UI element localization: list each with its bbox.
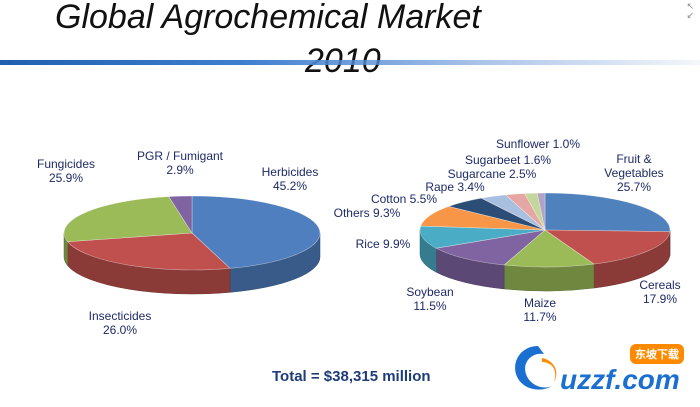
slice-label-others: Others 9.3% xyxy=(334,206,401,220)
slice-label-insecticides: Insecticides 26.0% xyxy=(89,309,152,337)
pie-slice-maize xyxy=(503,229,595,268)
slice-label-fruit-vegetables: Fruit & Vegetables 25.7% xyxy=(604,152,663,194)
pie-chart-2: Fruit & Vegetables 25.7% Cereals 17.9% Maize 1… xyxy=(334,137,681,324)
pie-chart-1: Herbicides 45.2% Insecticides 26.0% Fungicid… xyxy=(37,149,321,337)
slice-label-rice: Rice 9.9% xyxy=(356,237,411,251)
title-line-1: Global Agrochemical Market xyxy=(55,0,481,36)
slice-label-cereals: Cereals 17.9% xyxy=(639,278,680,306)
pie-slice-insecticides xyxy=(67,232,231,271)
slice-label-sugarcane: Sugarcane 2.5% xyxy=(448,167,537,181)
pie-slice-sunflower xyxy=(536,192,546,231)
pie-slice-fungicides xyxy=(63,196,193,243)
watermark-text: uzzf.com xyxy=(560,364,680,395)
slice-label-sunflower: Sunflower 1.0% xyxy=(496,137,580,151)
slice-label-pgr-fumigant: PGR / Fumigant 2.9% xyxy=(137,149,224,177)
pie-slice-cereals xyxy=(544,229,671,265)
pie-slice-pgr-fumigant xyxy=(168,195,193,235)
watermark-swirl-icon xyxy=(515,346,557,390)
slice-label-maize: Maize 11.7% xyxy=(523,296,556,324)
window-resize-icon[interactable]: ↖ ↙ xyxy=(686,1,694,20)
slice-label-rape: Rape 3.4% xyxy=(425,180,485,194)
pie-slice-soybean xyxy=(435,229,547,266)
pie-slice-herbicides xyxy=(191,195,321,269)
watermark-tag: 东坡下载 xyxy=(630,344,684,364)
title-underline-band xyxy=(0,60,700,65)
slice-label-soybean: Soybean 11.5% xyxy=(406,285,453,313)
slice-label-cotton: Cotton 5.5% xyxy=(371,192,437,206)
slice-label-fungicides: Fungicides 25.9% xyxy=(37,157,95,185)
slice-label-sugarbeet: Sugarbeet 1.6% xyxy=(465,153,551,167)
pie-slice-rice xyxy=(419,225,546,249)
watermark-logo: uzzf.com 东坡下载 xyxy=(508,340,698,400)
pie-side-maize xyxy=(503,263,595,292)
slice-label-herbicides: Herbicides 45.2% xyxy=(262,165,319,193)
pie-depth xyxy=(419,229,671,292)
pie-slice-fruit-vegetables xyxy=(544,192,671,232)
total-label: Total = $38,315 million xyxy=(272,368,431,385)
